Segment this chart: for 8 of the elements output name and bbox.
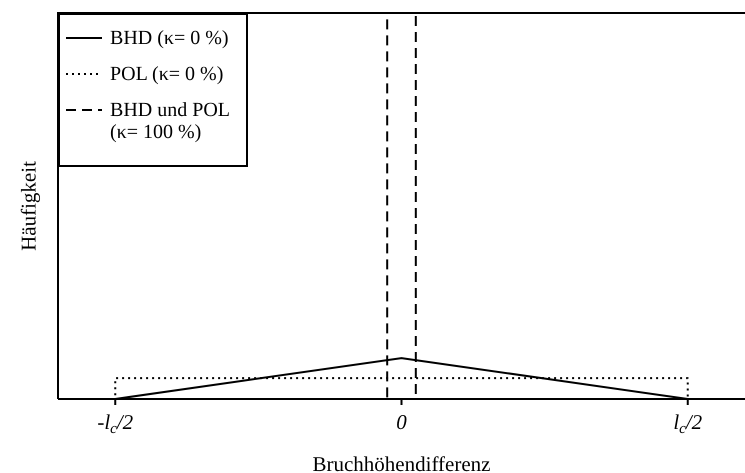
x-tick-label: -l$_{c}$/2 [97,410,134,437]
legend-label: BHD und POL (κ= 100 %) [110,99,230,143]
y-axis-title: Häufigkeit [16,160,40,251]
x-axis-title: Bruchhöhendifferenz [312,452,491,473]
x-tick-label: l$_{c}$/2 [673,410,703,437]
legend-label: BHD (κ= 0 %) [110,27,229,49]
x-tick-label: 0 [396,410,408,434]
legend-label: POL (κ= 0 %) [110,63,224,85]
